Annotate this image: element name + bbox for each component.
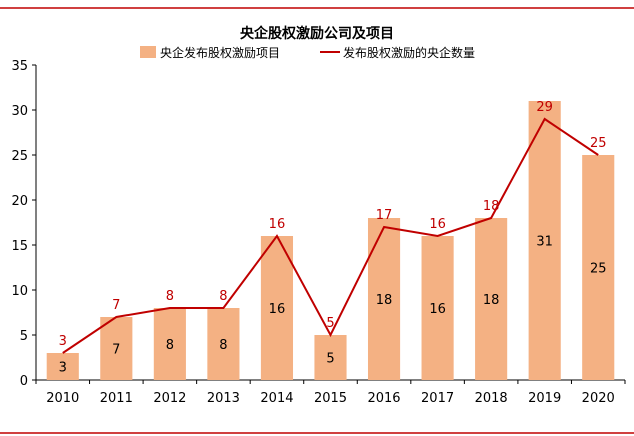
bar — [100, 317, 133, 380]
bar — [421, 236, 454, 380]
bar — [207, 308, 240, 380]
x-tick-label: 2020 — [582, 391, 615, 406]
bar-data-label: 18 — [483, 293, 500, 308]
x-tick-label: 2011 — [100, 391, 133, 406]
bar — [46, 353, 79, 380]
line-data-label: 5 — [326, 316, 334, 331]
legend-label-line: 发布股权激励的央企数量 — [343, 45, 475, 60]
y-tick-label: 5 — [20, 329, 28, 344]
line-data-label: 7 — [112, 298, 120, 313]
bar — [582, 155, 615, 380]
bar — [528, 101, 561, 380]
line-data-label: 16 — [429, 217, 446, 232]
x-tick-label: 2012 — [153, 391, 186, 406]
chart-title: 央企股权激励公司及项目 — [240, 25, 394, 42]
bar-data-label: 25 — [590, 262, 607, 277]
legend-label-bar: 央企发布股权激励项目 — [160, 45, 280, 60]
bar — [314, 335, 347, 380]
y-tick-label: 10 — [11, 284, 28, 299]
x-tick-label: 2016 — [367, 391, 400, 406]
line-data-label: 17 — [376, 208, 393, 223]
line-data-label: 8 — [219, 289, 227, 304]
bar-data-label: 18 — [376, 293, 393, 308]
bar-data-label: 7 — [112, 343, 120, 358]
x-tick-label: 2019 — [528, 391, 561, 406]
x-axis: 2010 2011 2012 2013 2014 2015 2016 2017 2018 2019… — [35, 379, 626, 406]
y-axis: 0 5 10 15 20 25 30 35 — [11, 59, 37, 389]
y-tick-label: 15 — [11, 239, 28, 254]
line-path — [62, 117, 599, 354]
x-tick-label: 2017 — [421, 391, 454, 406]
x-tick-label: 2013 — [207, 391, 240, 406]
y-tick-label: 25 — [11, 149, 28, 164]
line-data-label: 8 — [166, 289, 174, 304]
line-data-label: 29 — [536, 100, 553, 115]
bar-data-label: 8 — [219, 338, 227, 353]
line-data-label: 16 — [269, 217, 286, 232]
legend-swatch-bar — [140, 46, 156, 58]
line-data-label: 3 — [59, 334, 67, 349]
line-data-label: 25 — [590, 136, 607, 151]
bar-series: 3 7 8 8 16 5 18 16 18 31 25 — [46, 101, 615, 380]
x-tick-label: 2010 — [46, 391, 79, 406]
legend: 央企发布股权激励项目 发布股权激励的央企数量 — [140, 45, 475, 60]
bar — [367, 218, 401, 380]
x-tick-label: 2018 — [475, 391, 508, 406]
bar — [475, 218, 508, 380]
x-tick-label: 2014 — [260, 391, 293, 406]
bar-data-label: 8 — [166, 338, 174, 353]
x-tick-label: 2015 — [314, 391, 347, 406]
bar-data-label: 16 — [429, 302, 446, 317]
bar — [153, 308, 186, 380]
line-series: 3 7 8 8 16 5 17 16 18 29 25 — [59, 100, 607, 354]
y-tick-label: 0 — [20, 374, 28, 389]
y-tick-label: 30 — [11, 104, 28, 119]
bar-data-label: 3 — [59, 361, 67, 376]
bar — [260, 236, 294, 380]
y-tick-label: 35 — [11, 59, 28, 74]
line-data-label: 18 — [483, 199, 500, 214]
bar-data-label: 16 — [269, 302, 286, 317]
bar-data-label: 5 — [326, 352, 334, 367]
bar-data-label: 31 — [536, 235, 553, 250]
y-tick-label: 20 — [11, 194, 28, 209]
